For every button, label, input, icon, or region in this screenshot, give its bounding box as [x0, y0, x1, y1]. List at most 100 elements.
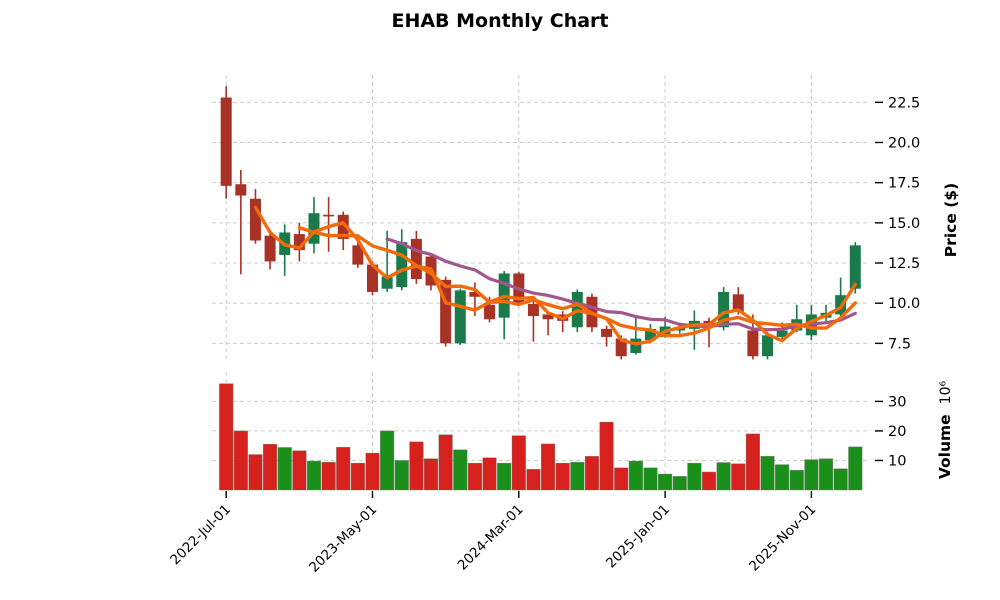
candle-body	[249, 198, 261, 241]
candle	[220, 86, 232, 199]
candle-body	[601, 328, 613, 337]
candle-body	[367, 264, 378, 292]
volume-bar	[350, 462, 365, 491]
chart-title: EHAB Monthly Chart	[391, 10, 608, 32]
volume-bar	[628, 460, 643, 491]
date-tick-label: 2022-Jul-01	[167, 502, 234, 569]
candle	[264, 232, 276, 270]
candle-body	[644, 328, 656, 341]
volume-bar	[833, 468, 848, 491]
date-tick-label: 2025-Nov-01	[746, 502, 819, 575]
volume-bar	[219, 383, 234, 491]
volume-tick-label: 20	[888, 424, 906, 440]
date-tick-label: 2025-Jan-01	[603, 502, 673, 572]
volume-bar	[438, 434, 453, 491]
volume-bar	[760, 456, 775, 491]
volume-bar	[789, 470, 804, 491]
volume-bar	[467, 462, 482, 491]
candle-body	[762, 335, 774, 357]
price-tick-label: 12.5	[888, 256, 920, 272]
volume-bar	[263, 444, 278, 491]
ma-line-sma-3	[253, 205, 857, 346]
volume-bar	[804, 459, 819, 491]
candle-body	[630, 338, 642, 354]
volume-bar	[394, 460, 409, 491]
volume-bar	[614, 467, 629, 491]
volume-bar	[819, 458, 834, 491]
candles	[220, 86, 861, 360]
candle	[542, 311, 554, 336]
volume-bar	[321, 462, 336, 491]
volume-bar	[526, 469, 541, 491]
gridlines	[212, 75, 870, 490]
candle-body	[849, 245, 861, 289]
volume-bar	[424, 458, 439, 491]
candle	[557, 311, 569, 333]
candle	[235, 169, 247, 275]
volume-bar	[511, 435, 526, 491]
volume-bar	[233, 430, 248, 491]
candle	[396, 229, 408, 291]
candle-body	[396, 242, 408, 288]
candle-body	[323, 214, 335, 217]
volume-bar	[380, 430, 395, 491]
candle-body	[381, 276, 393, 289]
candle-body	[484, 304, 496, 320]
volume-bar	[745, 433, 760, 491]
volume-bar	[643, 467, 658, 491]
candle	[410, 230, 422, 284]
volume-bar	[555, 462, 570, 491]
volume-bar	[541, 443, 556, 491]
volume-bar	[365, 452, 380, 491]
volume-bar	[658, 473, 673, 491]
volume-bar	[687, 462, 702, 491]
candle	[323, 197, 335, 252]
candle-body	[440, 279, 452, 344]
candle-body	[293, 234, 305, 251]
candle	[440, 276, 452, 347]
price-axis-label: Price ($)	[942, 183, 960, 257]
candle	[630, 315, 642, 355]
volume-bar	[570, 462, 585, 491]
candle-body	[264, 235, 276, 262]
ma-line-sma-6	[297, 225, 857, 338]
volume-bar	[497, 462, 512, 491]
date-tick-label: 2024-Mar-01	[455, 502, 527, 574]
volume-bar	[482, 457, 497, 491]
volume-axis-unit: 10⁶	[938, 380, 954, 404]
price-tick-label: 22.5	[888, 95, 920, 111]
price-tick-label: 7.5	[888, 336, 911, 352]
candle	[249, 189, 261, 244]
candle	[527, 301, 539, 342]
price-tick-label: 15.0	[888, 216, 920, 232]
candle	[337, 211, 349, 251]
volume-axis-label-text: Volume	[936, 414, 954, 479]
candle-body	[732, 294, 744, 313]
price-tick-label: 20.0	[888, 135, 920, 151]
candle	[308, 197, 320, 254]
volume-bars	[219, 383, 863, 491]
volume-bar	[409, 441, 424, 491]
candle-body	[776, 330, 788, 337]
volume-bar	[277, 447, 292, 491]
volume-bar	[453, 449, 468, 491]
volume-bar	[336, 446, 351, 491]
date-tick-label: 2023-May-01	[306, 502, 380, 576]
candle-body	[220, 97, 232, 186]
volume-bar	[306, 460, 321, 491]
candle-body	[352, 245, 364, 265]
candle-body	[410, 238, 422, 280]
volume-bar	[701, 471, 716, 491]
candle-body	[747, 330, 759, 357]
candle-body	[235, 184, 247, 196]
candle	[762, 332, 774, 360]
volume-bar	[672, 476, 687, 491]
axis-ticks: 22.5 20.0 17.5 15.0 12.5 10.0 7.5 30 20 10 2022-Ju…	[167, 95, 920, 575]
candle-body	[469, 291, 481, 297]
candle-body	[718, 291, 730, 328]
candle-body	[542, 314, 554, 320]
candle	[601, 325, 613, 347]
price-tick-label: 10.0	[888, 296, 920, 312]
